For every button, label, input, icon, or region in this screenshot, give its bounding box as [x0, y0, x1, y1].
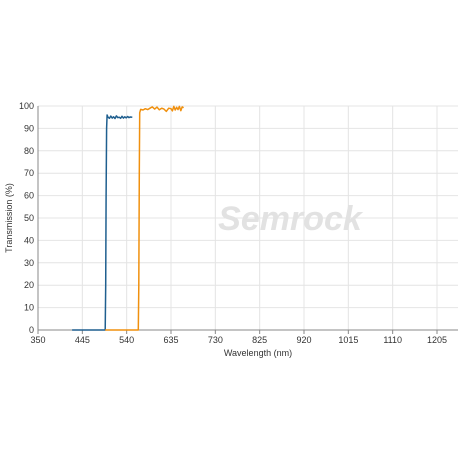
x-tick-label: 540: [119, 335, 134, 345]
x-tick-label: 350: [30, 335, 45, 345]
y-tick-label: 60: [24, 191, 34, 201]
y-tick-label: 70: [24, 168, 34, 178]
y-tick-labels: 0 10 20 30 40 50 60 70 80 90 100: [19, 101, 34, 335]
y-tick-label: 0: [29, 325, 34, 335]
series-line-2: [105, 105, 185, 331]
y-tick-label: 100: [19, 101, 34, 111]
watermark-logo: Semrock: [218, 200, 364, 238]
y-axis-title: Transmission (%): [4, 183, 14, 253]
y-tick-label: 80: [24, 146, 34, 156]
y-tick-label: 10: [24, 303, 34, 313]
series-line-1: [72, 114, 133, 331]
x-tick-labels: 350 445 540 635 730 825 920 1015 1110 1205: [30, 335, 447, 345]
y-tick-label: 90: [24, 123, 34, 133]
x-tick-label: 445: [75, 335, 90, 345]
y-tick-label: 30: [24, 258, 34, 268]
x-tick-label: 1015: [338, 335, 358, 345]
x-tick-label: 825: [252, 335, 267, 345]
series-lines: [72, 105, 185, 331]
y-tick-label: 40: [24, 235, 34, 245]
y-tick-label: 50: [24, 213, 34, 223]
x-tick-label: 920: [296, 335, 311, 345]
x-tick-label: 635: [163, 335, 178, 345]
y-tick-label: 20: [24, 280, 34, 290]
x-tick-label: 1205: [427, 335, 447, 345]
x-tick-label: 730: [208, 335, 223, 345]
x-axis-title: Wavelength (nm): [224, 348, 292, 358]
x-tick-label: 1110: [383, 335, 402, 345]
grid: [38, 105, 458, 330]
